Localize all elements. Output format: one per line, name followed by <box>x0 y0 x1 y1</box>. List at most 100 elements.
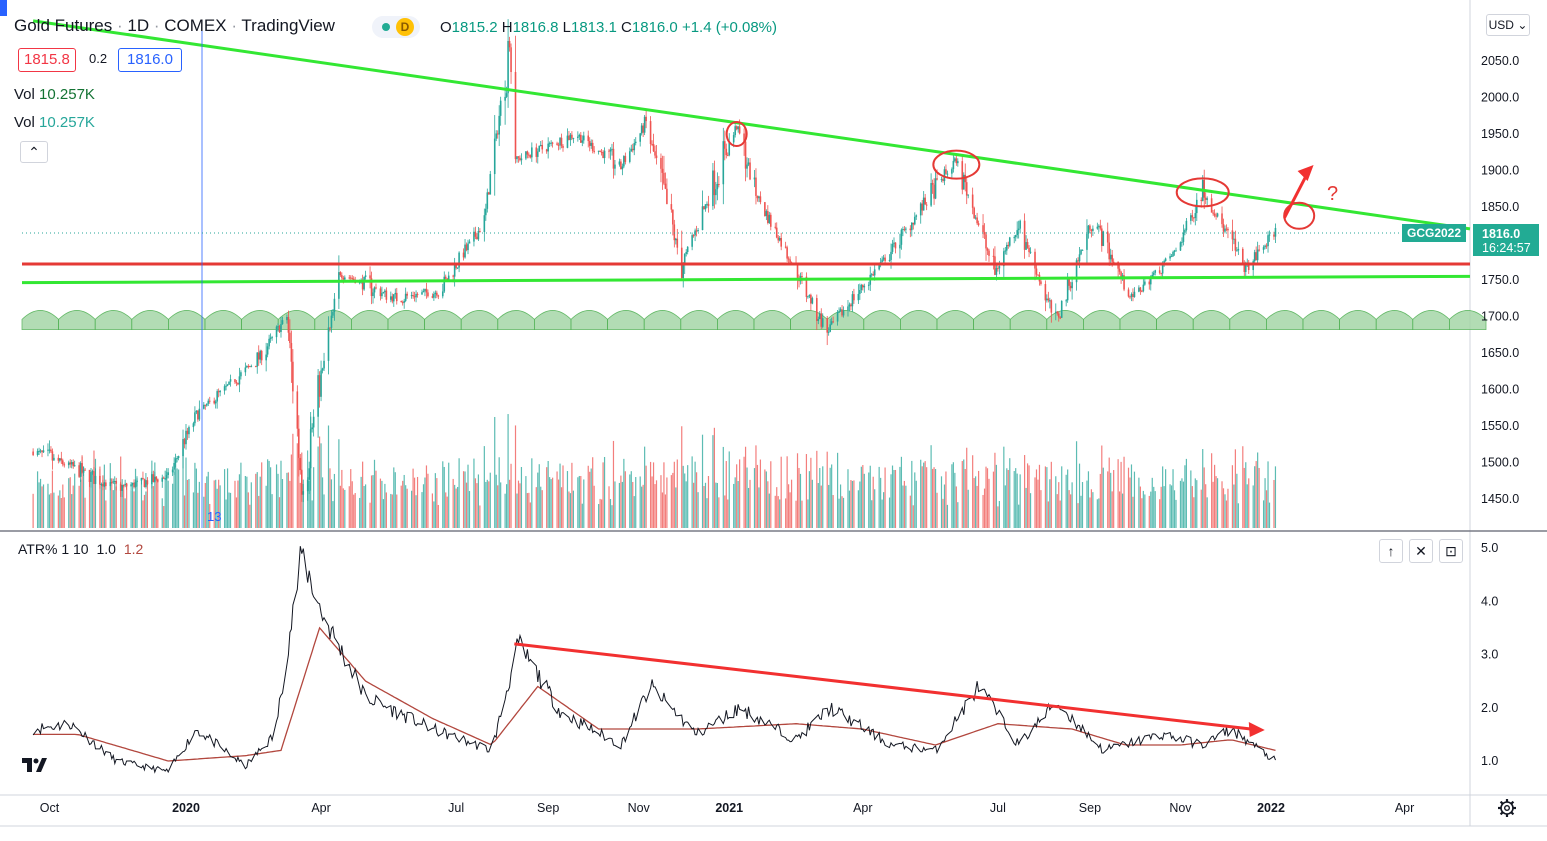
volume-bar <box>942 498 944 528</box>
candle-body <box>830 321 833 325</box>
candle-body <box>192 423 195 428</box>
volume-bar <box>320 443 322 528</box>
volume-legend-1[interactable]: Vol 10.257K <box>14 86 95 103</box>
candle-body <box>256 352 259 367</box>
candle-body <box>519 157 521 161</box>
volume-bar <box>986 468 989 528</box>
atr-legend[interactable]: ATR% 1 10 1.0 1.2 <box>18 541 144 557</box>
volume-bar <box>1181 478 1183 528</box>
candle-body <box>53 457 55 461</box>
volume-bar <box>985 466 987 528</box>
move-pane-up-button[interactable]: ↑ <box>1379 539 1403 563</box>
volume-bar <box>583 479 585 528</box>
volume-bar <box>633 496 635 528</box>
volume-bar <box>972 455 974 528</box>
volume-bar <box>296 443 298 528</box>
tradingview-logo[interactable] <box>22 758 47 772</box>
candle-body <box>487 192 490 195</box>
volume-legend-2[interactable]: Vol 10.257K <box>14 114 95 131</box>
close-pane-button[interactable]: ✕ <box>1409 539 1433 563</box>
volume-bar <box>994 452 996 528</box>
candle-body <box>433 294 435 298</box>
volume-bar <box>547 460 549 528</box>
ask-button[interactable]: 1816.0 <box>118 48 182 72</box>
candle-body <box>642 125 644 133</box>
volume-bar <box>166 468 168 528</box>
candle-body <box>1023 220 1026 250</box>
candle-body <box>142 477 144 480</box>
candle-body <box>309 429 312 469</box>
volume-bar <box>1123 456 1125 528</box>
volume-bar <box>767 481 769 528</box>
volume-bar <box>157 478 159 528</box>
volume-bar <box>90 482 92 528</box>
volume-bar <box>820 485 822 528</box>
candle-body <box>1127 289 1130 297</box>
volume-bar <box>912 505 914 528</box>
candle-body <box>485 208 487 216</box>
atr-value-1: 1.0 <box>96 541 116 557</box>
time-tick-label: Nov <box>1169 801 1192 815</box>
candle-body <box>1231 230 1234 240</box>
volume-bar <box>746 467 748 528</box>
candle-body <box>930 183 932 206</box>
price-tick-label: 1550.0 <box>1481 419 1519 433</box>
candle-body <box>1092 228 1094 231</box>
volume-bar <box>914 472 916 528</box>
candle-body <box>499 100 502 116</box>
volume-bar <box>940 476 943 528</box>
bid-button[interactable]: 1815.8 <box>18 48 76 72</box>
market-status[interactable]: D <box>372 16 420 38</box>
volume-bar <box>1090 489 1093 528</box>
candle-body <box>1138 287 1140 292</box>
volume-bar <box>1133 471 1136 528</box>
volume-bar <box>467 464 469 528</box>
volume-bar <box>1107 471 1109 528</box>
volume-bar <box>256 472 258 528</box>
candle-body <box>921 203 923 211</box>
volume-bar <box>651 476 653 528</box>
candle-body <box>817 319 820 321</box>
volume-bar <box>955 486 957 528</box>
candle-body <box>250 366 253 368</box>
candle-body <box>997 268 999 270</box>
symbol-legend[interactable]: Gold Futures · 1D · COMEX · TradingView <box>14 16 335 35</box>
volume-bar <box>48 494 51 528</box>
currency-selector[interactable]: USD ⌄ <box>1486 14 1530 36</box>
candle-body <box>735 126 738 130</box>
candle-body <box>458 252 460 268</box>
volume-bar <box>51 470 54 528</box>
candle-body <box>992 255 995 257</box>
candle-body <box>81 463 83 473</box>
candle-body <box>977 223 980 226</box>
candle-body <box>597 150 600 152</box>
volume-bar <box>909 495 911 528</box>
candle-body <box>416 293 419 295</box>
candle-body <box>664 183 667 189</box>
candle-body <box>134 482 137 488</box>
volume-bar <box>454 484 456 528</box>
candle-body <box>237 383 239 385</box>
candle-body <box>789 259 791 263</box>
candle-body <box>1253 252 1256 262</box>
candle-body <box>1221 213 1223 225</box>
candle-body <box>722 141 725 185</box>
atr-tick-label: 2.0 <box>1481 701 1498 715</box>
volume-bar <box>151 460 153 528</box>
gear-icon[interactable] <box>1498 799 1516 817</box>
symbol-name[interactable]: Gold Futures <box>14 16 113 35</box>
volume-bar <box>411 490 413 528</box>
volume-bar <box>592 457 594 528</box>
maximize-pane-button[interactable]: ⊡ <box>1439 539 1463 563</box>
candle-body <box>363 276 365 290</box>
candle-body <box>47 449 49 451</box>
candle-body <box>1133 291 1136 298</box>
volume-bar <box>298 434 300 528</box>
candle-body <box>176 458 178 460</box>
maximize-icon: ⊡ <box>1445 543 1457 559</box>
collapse-legend-button[interactable]: ⌃ <box>20 141 48 163</box>
volume-bar <box>476 483 478 528</box>
volume-bar <box>1120 461 1122 528</box>
